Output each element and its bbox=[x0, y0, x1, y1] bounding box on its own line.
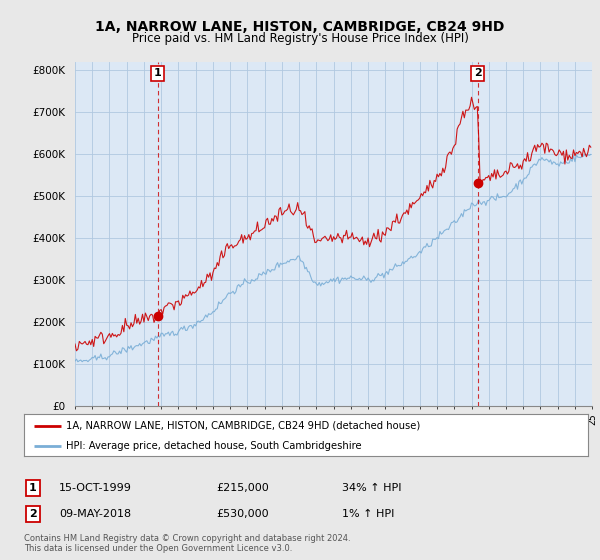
Text: 1: 1 bbox=[154, 68, 161, 78]
Text: HPI: Average price, detached house, South Cambridgeshire: HPI: Average price, detached house, Sout… bbox=[66, 441, 362, 451]
Text: £215,000: £215,000 bbox=[216, 483, 269, 493]
Text: 34% ↑ HPI: 34% ↑ HPI bbox=[342, 483, 401, 493]
Text: £530,000: £530,000 bbox=[216, 509, 269, 519]
Text: Price paid vs. HM Land Registry's House Price Index (HPI): Price paid vs. HM Land Registry's House … bbox=[131, 32, 469, 45]
Text: 15-OCT-1999: 15-OCT-1999 bbox=[59, 483, 131, 493]
Text: 09-MAY-2018: 09-MAY-2018 bbox=[59, 509, 131, 519]
Text: 1% ↑ HPI: 1% ↑ HPI bbox=[342, 509, 394, 519]
Text: 1: 1 bbox=[29, 483, 37, 493]
Text: 2: 2 bbox=[29, 509, 37, 519]
Text: 1A, NARROW LANE, HISTON, CAMBRIDGE, CB24 9HD: 1A, NARROW LANE, HISTON, CAMBRIDGE, CB24… bbox=[95, 20, 505, 34]
Text: Contains HM Land Registry data © Crown copyright and database right 2024.
This d: Contains HM Land Registry data © Crown c… bbox=[24, 534, 350, 553]
Text: 2: 2 bbox=[474, 68, 482, 78]
Text: 1A, NARROW LANE, HISTON, CAMBRIDGE, CB24 9HD (detached house): 1A, NARROW LANE, HISTON, CAMBRIDGE, CB24… bbox=[66, 421, 421, 431]
